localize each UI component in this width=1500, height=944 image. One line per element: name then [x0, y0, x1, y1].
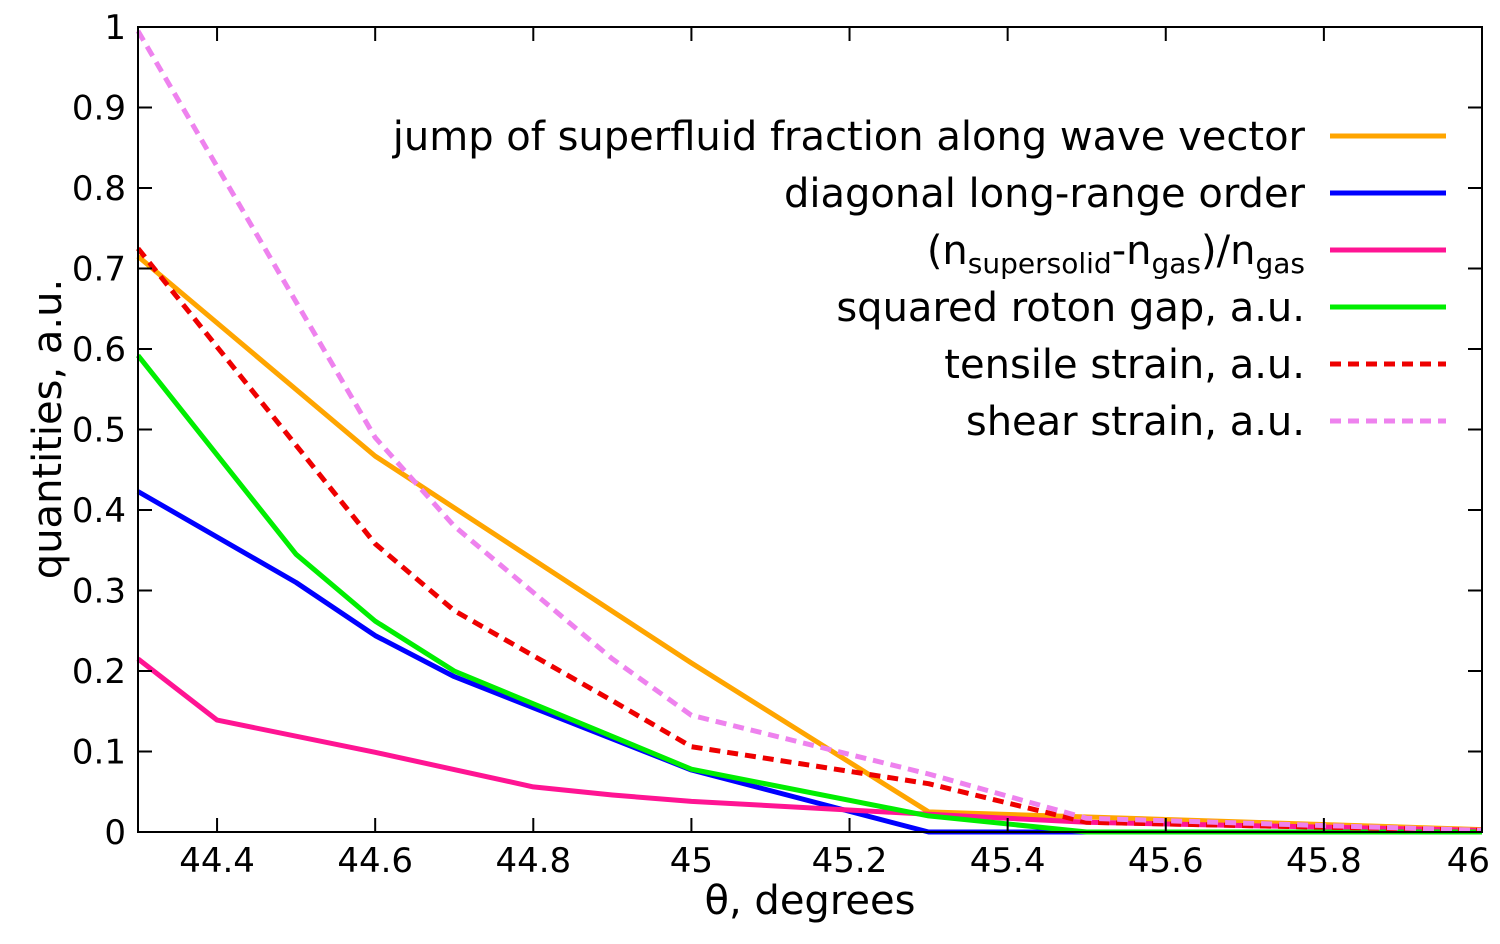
legend-label-5: shear strain, a.u. [966, 399, 1305, 445]
y-tick-label: 0.2 [72, 652, 126, 692]
x-tick-label: 45.2 [812, 841, 888, 881]
legend: jump of superfluid fraction along wave v… [392, 114, 1446, 445]
legend-label-part-sub3: gas [1255, 247, 1305, 280]
x-tick-label: 45 [670, 841, 713, 881]
x-tick-label: 44.6 [337, 841, 413, 881]
tick-layer: 0 0.1 0.2 0.3 0.4 0.5 0.6 0.7 0.8 0.9 1 44.4 44.6 44.… [72, 8, 1490, 881]
y-tick-label: 1 [104, 8, 126, 48]
y-tick-label: 0.6 [72, 330, 126, 370]
x-tick-label: 45.4 [970, 841, 1046, 881]
series-layer [135, 29, 1483, 835]
x-tick-label: 45.6 [1128, 841, 1204, 881]
series-line-4 [136, 246, 1483, 833]
x-tick-label: 44.4 [179, 841, 255, 881]
legend-label-part-sub2: gas [1152, 247, 1202, 280]
x-tick-label: 45.8 [1286, 841, 1362, 881]
y-tick-label: 0.7 [72, 250, 126, 290]
legend-label-4: tensile strain, a.u. [944, 342, 1305, 388]
y-tick-label: 0.3 [72, 572, 126, 612]
y-tick-label: 0.1 [72, 733, 126, 773]
x-tick-label: 46 [1447, 841, 1490, 881]
x-axis-title: θ, degrees [705, 878, 916, 924]
series-line-1 [136, 489, 1482, 835]
y-axis-title: quantities, a.u. [25, 279, 71, 579]
legend-label-part-open: (n [927, 228, 968, 274]
y-tick-label: 0.5 [72, 411, 126, 451]
legend-label-part-close: )/n [1201, 228, 1255, 274]
y-tick-label: 0.8 [72, 169, 126, 209]
y-tick-label: 0.9 [72, 89, 126, 129]
series-line-0 [136, 254, 1483, 833]
legend-label-1: diagonal long-range order [784, 171, 1306, 217]
y-tick-label: 0.4 [72, 491, 126, 531]
series-line-2 [136, 656, 1483, 833]
legend-label-part-sub1: supersolid [968, 247, 1112, 280]
series-line-5 [135, 29, 1483, 833]
x-tick-label: 44.8 [495, 841, 571, 881]
legend-label-2: (nsupersolid-ngas)/ngas [927, 228, 1305, 280]
legend-label-3: squared roton gap, a.u. [836, 285, 1305, 331]
y-tick-label: 0 [104, 813, 126, 853]
series-line-3 [136, 353, 1482, 835]
legend-label-part-mid: -n [1112, 228, 1152, 274]
legend-label-0: jump of superfluid fraction along wave v… [392, 114, 1306, 160]
